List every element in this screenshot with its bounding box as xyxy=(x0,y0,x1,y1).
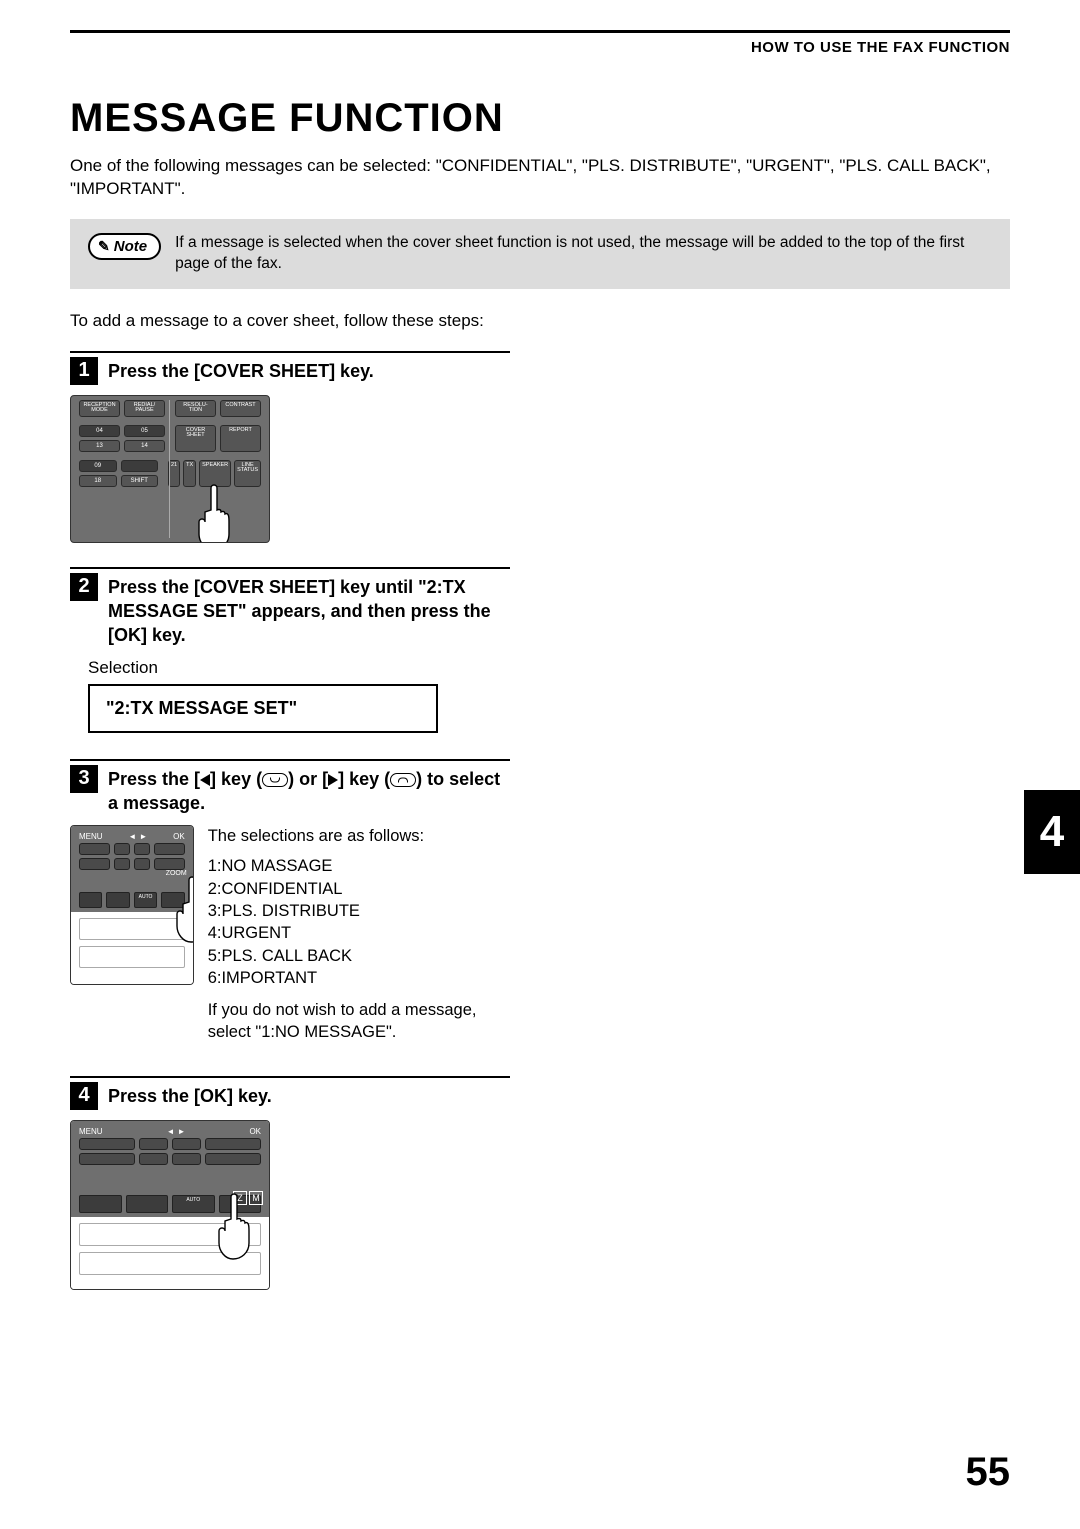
step-title: Press the [] key () or [] key () to sele… xyxy=(108,765,510,816)
panel-button xyxy=(154,858,185,870)
panel-button xyxy=(205,1138,261,1150)
key-label: RESOLU- TION xyxy=(175,400,216,417)
key-label: MENU xyxy=(79,1127,103,1136)
panel-divider xyxy=(169,400,170,538)
t: ) or [ xyxy=(288,769,328,789)
note-text: If a message is selected when the cover … xyxy=(175,233,992,275)
panel-button xyxy=(172,1138,201,1150)
note-badge: ✎ Note xyxy=(88,233,161,260)
pencil-icon: ✎ xyxy=(98,238,110,255)
panel-illustration-3: MENU ◄► OK xyxy=(70,825,194,985)
key-label: REDIAL/ PAUSE xyxy=(124,400,165,417)
panel-button xyxy=(154,843,185,855)
chapter-tab: 4 xyxy=(1024,790,1080,874)
panel-illustration-4: MENU ◄► OK xyxy=(70,1120,270,1290)
key-label: CONTRAST xyxy=(220,400,261,417)
step-title: Press the [COVER SHEET] key until "2:TX … xyxy=(108,573,510,648)
note-box: ✎ Note If a message is selected when the… xyxy=(70,219,1010,289)
step-3: 3 Press the [] key () or [] key () to se… xyxy=(70,759,510,1052)
step-1: 1 Press the [COVER SHEET] key. RECEPTION… xyxy=(70,351,510,543)
panel-chip xyxy=(79,892,102,908)
intro-text: One of the following messages can be sel… xyxy=(70,155,1010,201)
panel-chip xyxy=(126,1195,169,1213)
panel-button xyxy=(79,1138,135,1150)
panel-button xyxy=(134,858,150,870)
t: ] key ( xyxy=(338,769,390,789)
triangle-right-icon xyxy=(328,774,338,786)
triangle-left-icon xyxy=(200,774,210,786)
panel-chip: AUTO xyxy=(134,892,157,908)
header-rule xyxy=(70,30,1010,33)
option: 1:NO MASSAGE xyxy=(208,855,510,877)
step-title: Press the [OK] key. xyxy=(108,1082,272,1108)
step-number: 2 xyxy=(70,573,98,601)
panel-button xyxy=(139,1138,168,1150)
arrow-group: ◄► xyxy=(128,832,147,841)
key-label xyxy=(121,460,159,472)
t: Press the [ xyxy=(108,769,200,789)
step-rule xyxy=(70,567,510,569)
key-label: COVER SHEET xyxy=(175,425,216,452)
hand-icon xyxy=(169,874,194,944)
option: 6:IMPORTANT xyxy=(208,967,510,989)
step-rule xyxy=(70,759,510,761)
key-label: 13 xyxy=(79,440,120,452)
panel-button xyxy=(114,858,130,870)
panel-button xyxy=(79,843,110,855)
step-rule xyxy=(70,1076,510,1078)
step-2: 2 Press the [COVER SHEET] key until "2:T… xyxy=(70,567,510,733)
step-number: 1 xyxy=(70,357,98,385)
step-4: 4 Press the [OK] key. MENU ◄► OK xyxy=(70,1076,510,1290)
hand-icon xyxy=(211,1191,259,1261)
step-number: 4 xyxy=(70,1082,98,1110)
t: ] key ( xyxy=(210,769,262,789)
panel-button xyxy=(134,843,150,855)
oval-key-icon xyxy=(390,773,416,787)
key-label: MENU xyxy=(79,832,103,841)
key-label: 04 xyxy=(79,425,120,437)
option: 2:CONFIDENTIAL xyxy=(208,878,510,900)
note-label: Note xyxy=(114,238,147,255)
panel-button xyxy=(79,858,110,870)
arrow-group: ◄► xyxy=(167,1127,186,1136)
selection-label: Selection xyxy=(88,658,510,678)
option: 4:URGENT xyxy=(208,922,510,944)
key-label: 05 xyxy=(124,425,165,437)
key-label: 14 xyxy=(124,440,165,452)
option: 3:PLS. DISTRIBUTE xyxy=(208,900,510,922)
selections-block: The selections are as follows: 1:NO MASS… xyxy=(208,825,510,1051)
panel-chip xyxy=(79,1195,122,1213)
key-label: SHIFT xyxy=(121,475,159,487)
page-title: MESSAGE FUNCTION xyxy=(70,96,1010,141)
lead-text: To add a message to a cover sheet, follo… xyxy=(70,311,1010,331)
key-label: OK xyxy=(249,1127,261,1136)
panel-button xyxy=(114,843,130,855)
panel-slot xyxy=(79,946,185,968)
page-number: 55 xyxy=(966,1450,1011,1495)
key-label: 09 xyxy=(79,460,117,472)
step-title: Press the [COVER SHEET] key. xyxy=(108,357,374,383)
step-number: 3 xyxy=(70,765,98,793)
hand-icon xyxy=(191,482,239,543)
key-label: OK xyxy=(173,832,185,841)
lcd-display: "2:TX MESSAGE SET" xyxy=(88,684,438,733)
panel-button xyxy=(205,1153,261,1165)
step-rule xyxy=(70,351,510,353)
panel-button xyxy=(139,1153,168,1165)
panel-illustration-1: RECEPTION MODE REDIAL/ PAUSE RESOLU- TIO… xyxy=(70,395,270,543)
panel-chip: AUTO xyxy=(172,1195,215,1213)
panel-chip xyxy=(106,892,129,908)
key-label: 18 xyxy=(79,475,117,487)
key-label: RECEPTION MODE xyxy=(79,400,120,417)
panel-button xyxy=(79,1153,135,1165)
key-label: REPORT xyxy=(220,425,261,452)
selections-intro: The selections are as follows: xyxy=(208,825,510,847)
oval-key-icon xyxy=(262,773,288,787)
option: 5:PLS. CALL BACK xyxy=(208,945,510,967)
panel-button xyxy=(172,1153,201,1165)
header-section-title: HOW TO USE THE FAX FUNCTION xyxy=(70,39,1010,56)
post-selection-text: If you do not wish to add a message, sel… xyxy=(208,999,510,1044)
